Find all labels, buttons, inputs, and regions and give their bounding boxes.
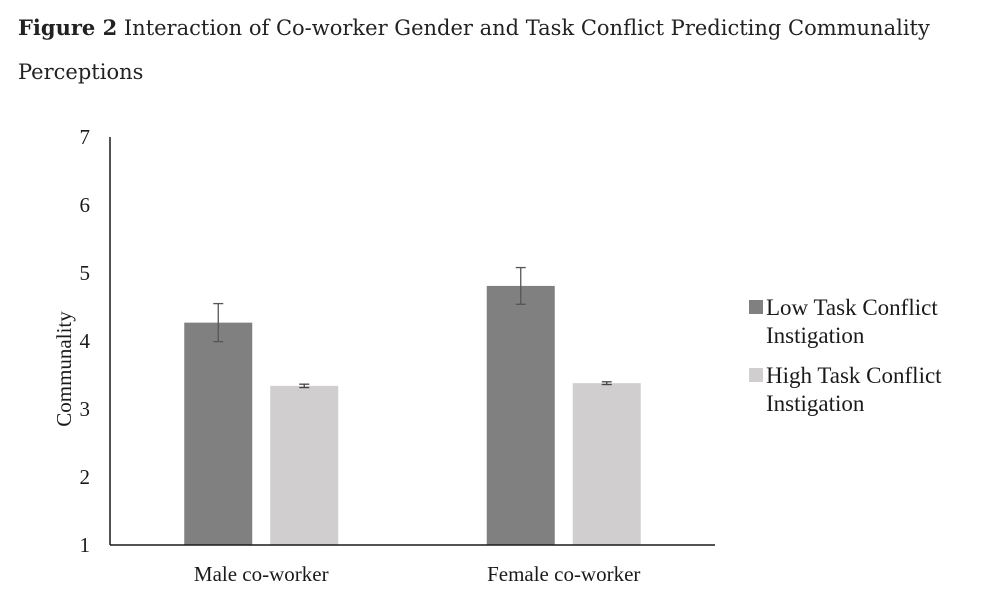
bars-layer [184,285,641,545]
x-tick-label: Male co-worker [194,562,329,586]
y-tick-label: 2 [80,465,91,489]
legend: Low Task Conflict Instigation High Task Co… [749,295,942,416]
legend-swatch-low [749,300,763,314]
figure-label: Figure 2 [18,15,118,40]
x-tick-label: Female co-worker [487,562,640,586]
legend-label-high: High Task Conflict [766,363,942,388]
y-tick-label: 1 [80,533,91,557]
legend-label-high: Instigation [766,391,865,416]
y-tick-label: 3 [80,397,91,421]
y-tick-label: 4 [80,329,91,353]
bar-low-female [486,285,555,545]
axes-layer: Male co-worker Female co-worker 1 2 3 4 5 6 7 Com… [52,125,715,586]
legend-label-low: Instigation [766,323,865,348]
error-bars-layer [213,266,612,389]
y-tick-label: 7 [80,125,91,149]
bar-low-male [184,322,253,545]
figure-title: Interaction of Co-worker Gender and Task… [18,16,930,84]
y-tick-label: 6 [80,193,91,217]
y-tick-label: 5 [80,261,91,285]
legend-swatch-high [749,368,763,382]
bar-high-male [270,385,339,545]
legend-label-low: Low Task Conflict [766,295,938,320]
y-axis-label: Communality [52,311,76,427]
figure-caption: Figure 2 Interaction of Co-worker Gender… [18,6,978,94]
bar-high-female [572,383,641,545]
